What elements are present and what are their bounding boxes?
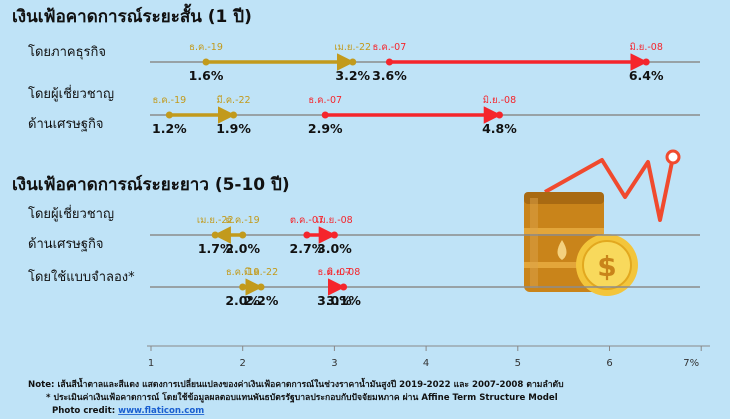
- x-tick-label: 5: [515, 358, 521, 369]
- value-label: 1.2%: [152, 121, 187, 136]
- section-title: เงินเฟ้อคาดการณ์ระยะยาว (5-10 ปี): [12, 174, 290, 195]
- x-tick-label: 4: [423, 358, 429, 369]
- start-point: [303, 231, 311, 239]
- x-tick-label: 3: [331, 358, 337, 369]
- start-point: [321, 111, 329, 119]
- value-label: 6.4%: [629, 68, 664, 83]
- value-label: 3.6%: [372, 68, 407, 83]
- value-label: 2.7%: [290, 241, 325, 256]
- start-point: [202, 58, 210, 66]
- section-title: เงินเฟ้อคาดการณ์ระยะสั้น (1 ปี): [12, 3, 252, 27]
- end-date-label: เม.ย.-08: [316, 215, 353, 226]
- row-label: โดยผู้เชี่ยวชาญ: [28, 205, 114, 222]
- photo-credit-link[interactable]: www.flaticon.com: [118, 406, 204, 416]
- start-date-label: ธ.ค.-07: [373, 42, 407, 53]
- end-point: [495, 111, 503, 119]
- end-date-label: มิ.ย.-08: [629, 42, 662, 53]
- x-tick-label: 6: [606, 358, 612, 369]
- dollar-coin-icon: $: [576, 234, 638, 296]
- chart-row: โดยใช้แบบจำลอง* ธ.ค.-19มี.ค.-22 ธ.ค.-07มิ.…: [28, 266, 700, 308]
- x-tick-label: 1: [148, 358, 154, 369]
- photo-credit-label: Photo credit:: [52, 406, 115, 416]
- value-label: 3.0%: [317, 241, 352, 256]
- start-date-label: ต.ค.-07: [290, 215, 324, 226]
- end-date-label: เม.ย.-22: [197, 215, 234, 226]
- chart-row: โดยภาคธุรกิจ ธ.ค.-19 เม.ย.-22 ธ.ค.-07 มิ.ย.-…: [28, 42, 700, 83]
- value-label: 1.7%: [198, 241, 233, 256]
- row-label: โดยภาคธุรกิจ: [28, 44, 106, 60]
- end-date-label: มิ.ย.-08: [483, 95, 516, 106]
- x-tick-label: 7%: [683, 358, 699, 369]
- note-line-2: * ประเมินค่าเงินเฟ้อคาดการณ์ โดยใช้ข้อมู…: [46, 391, 558, 403]
- x-tick-label: 2: [240, 358, 246, 369]
- oil-barrel-illustration: $: [524, 149, 681, 296]
- end-date-label: มี.ค.-22: [216, 94, 250, 106]
- start-point: [165, 111, 173, 119]
- note-line-1: Note: เส้นสีน้ำตาลและสีแดง แสดงการเปลี่ย…: [28, 377, 564, 390]
- chart-row: โดยผู้เชี่ยวชาญด้านเศรษฐกิจต.ค.-19เม.ย.-…: [28, 205, 700, 256]
- value-label: 3.0%: [317, 293, 352, 308]
- value-label: 3.2%: [335, 68, 370, 83]
- x-axis: 1 2 3 4 5 6 7%: [147, 345, 710, 369]
- end-point: [330, 231, 338, 239]
- value-label: 2.0%: [225, 293, 260, 308]
- start-point: [330, 283, 338, 291]
- rising-arrow-icon: [544, 149, 681, 222]
- value-label: 1.6%: [189, 68, 224, 83]
- value-label: 3.1%: [326, 293, 361, 308]
- photo-credit: Photo credit: www.flaticon.com: [52, 406, 204, 416]
- end-point: [642, 58, 650, 66]
- end-date-label: มิ.ย.-08: [327, 267, 360, 278]
- end-point: [257, 283, 265, 291]
- start-date-label: ต.ค.-19: [226, 215, 260, 226]
- value-label: 1.9%: [216, 121, 251, 136]
- start-date-label: ธ.ค.-19: [226, 267, 260, 278]
- end-point: [230, 111, 238, 119]
- row-label: โดยใช้แบบจำลอง*: [28, 269, 135, 285]
- value-label: 2.0%: [225, 241, 260, 256]
- start-point: [239, 231, 247, 239]
- start-point: [239, 283, 247, 291]
- start-date-label: ธ.ค.-19: [152, 95, 186, 106]
- start-date-label: ธ.ค.-19: [189, 42, 223, 53]
- chart-sections: เงินเฟ้อคาดการณ์ระยะสั้น (1 ปี) โดยภาคธุร…: [12, 3, 700, 308]
- row-label: โดยผู้เชี่ยวชาญ: [28, 85, 114, 102]
- end-point: [349, 58, 357, 66]
- value-label: 4.8%: [482, 121, 517, 136]
- svg-text:$: $: [597, 250, 616, 283]
- value-label: 2.2%: [244, 293, 279, 308]
- end-point: [340, 283, 348, 291]
- start-point: [385, 58, 393, 66]
- start-date-label: ธ.ค.-07: [308, 95, 342, 106]
- row-label: ด้านเศรษฐกิจ: [28, 237, 104, 252]
- end-point: [211, 231, 219, 239]
- value-label: 2.9%: [308, 121, 343, 136]
- start-date-label: ธ.ค.-07: [318, 267, 352, 278]
- end-date-label: เม.ย.-22: [334, 42, 371, 53]
- end-date-label: มี.ค.-22: [244, 266, 278, 278]
- row-label: ด้านเศรษฐกิจ: [28, 117, 104, 132]
